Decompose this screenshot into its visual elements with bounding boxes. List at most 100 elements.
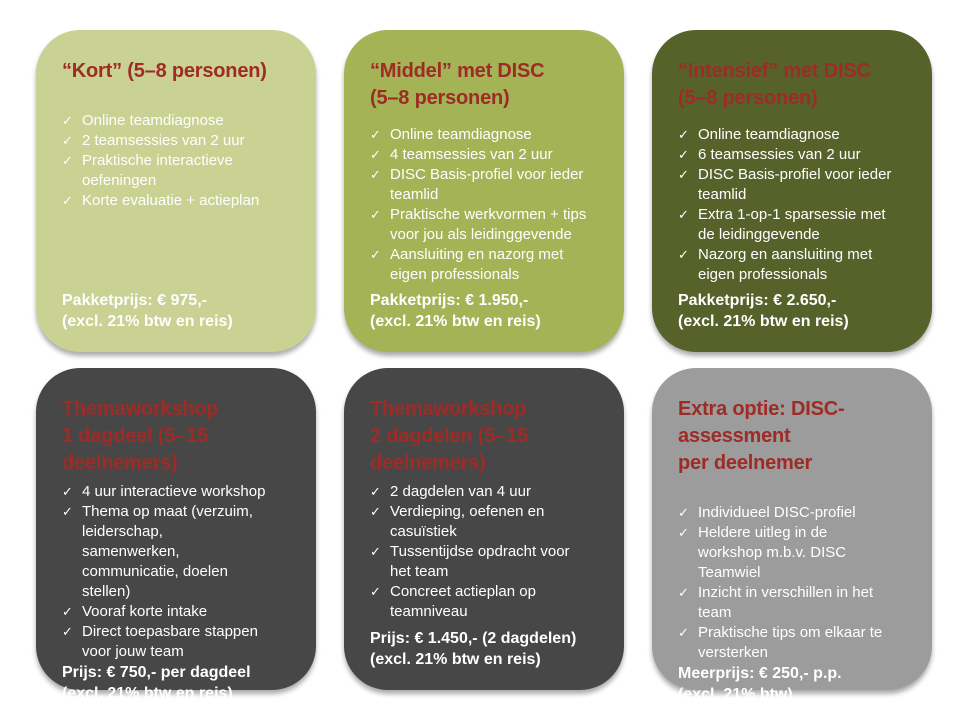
card-price: Prijs: € 750,- per dagdeel (excl. 21% bt… — [62, 664, 251, 702]
checklist-item-text: Heldere uitleg in de workshop m.b.v. DIS… — [698, 524, 847, 581]
checklist-item: ✓ 4 uur interactieve workshop — [62, 482, 304, 502]
card-title: “Intensief” met DISC (5–8 personen) — [678, 60, 871, 109]
card-price: Pakketprijs: € 1.950,- (excl. 21% btw en… — [370, 292, 541, 330]
checklist-item: ✓ Vooraf korte intake — [62, 602, 304, 622]
check-icon: ✓ — [370, 544, 381, 559]
checklist-item-text: Inzicht in verschillen in het team — [698, 584, 874, 621]
checklist-item: ✓ Nazorg en aansluiting met eigen profess… — [678, 245, 920, 285]
card-price: Prijs: € 1.450,- (2 dagdelen) (excl. 21%… — [370, 630, 577, 668]
check-icon: ✓ — [62, 113, 73, 128]
card-title: Extra optie: DISC- assessment per deelne… — [678, 398, 845, 474]
checklist-item: ✓ Inzicht in verschillen in het team — [678, 583, 920, 623]
checklist-item-text: DISC Basis-profiel voor ieder teamlid — [698, 166, 892, 203]
card-title: “Kort” (5–8 personen) — [62, 60, 267, 82]
benefits-list: ✓ Individueel DISC-profiel ✓ Heldere uitleg… — [678, 503, 920, 663]
benefits-list: ✓ Online teamdiagnose ✓ 4 teamsessies van 2… — [370, 125, 612, 285]
check-icon: ✓ — [62, 504, 73, 519]
check-icon: ✓ — [678, 167, 689, 182]
checklist-item: ✓ DISC Basis-profiel voor ieder teamlid — [370, 165, 612, 205]
check-icon: ✓ — [370, 207, 381, 222]
checklist-item-text: Tussentijdse opdracht voor het team — [390, 543, 570, 580]
checklist-item-text: Verdieping, oefenen en casuïstiek — [390, 503, 545, 540]
checklist-item-text: Individueel DISC-profiel — [698, 504, 856, 521]
card-title: Themaworkshop 2 dagdelen (5–15 deelnemer… — [370, 398, 528, 474]
checklist-item-text: 6 teamsessies van 2 uur — [698, 146, 861, 163]
check-icon: ✓ — [370, 584, 381, 599]
check-icon: ✓ — [370, 504, 381, 519]
checklist-item-text: Vooraf korte intake — [82, 603, 208, 620]
checklist-item: ✓ Online teamdiagnose — [678, 125, 920, 145]
workshop-card-1-dagdeel: Themaworkshop 1 dagdeel (5–15 deelnemers… — [36, 368, 316, 702]
card-price: Pakketprijs: € 2.650,- (excl. 21% btw en… — [678, 292, 849, 330]
check-icon: ✓ — [62, 624, 73, 639]
check-icon: ✓ — [62, 193, 73, 208]
checklist-item-text: Online teamdiagnose — [82, 112, 224, 129]
benefits-list: ✓ Online teamdiagnose ✓ 6 teamsessies van 2… — [678, 125, 920, 285]
checklist-item: ✓ Extra 1-op-1 sparsessie met de leidingg… — [678, 205, 920, 245]
checklist-item-text: Praktische werkvormen + tips voor jou al… — [390, 206, 587, 243]
checklist-item-text: Praktische tips om elkaar te versterken — [698, 624, 883, 661]
check-icon: ✓ — [370, 147, 381, 162]
checklist-item: ✓ Online teamdiagnose — [62, 111, 304, 131]
checklist-item-text: Aansluiting en nazorg met eigen professi… — [390, 246, 564, 283]
checklist-item: ✓ Praktische interactieve oefeningen — [62, 151, 304, 191]
checklist-item: ✓ Heldere uitleg in de workshop m.b.v. DI… — [678, 523, 920, 583]
check-icon: ✓ — [678, 247, 689, 262]
checklist-item: ✓ DISC Basis-profiel voor ieder teamlid — [678, 165, 920, 205]
checklist-item-text: Extra 1-op-1 sparsessie met de leidingge… — [698, 206, 886, 243]
check-icon: ✓ — [678, 147, 689, 162]
check-icon: ✓ — [678, 127, 689, 142]
checklist-item-text: Direct toepasbare stappen voor jouw team — [82, 623, 258, 660]
checklist-item-text: 4 uur interactieve workshop — [82, 483, 266, 500]
checklist-item: ✓ 2 dagdelen van 4 uur — [370, 482, 612, 502]
package-card-intensief: “Intensief” met DISC (5–8 personen) ✓ Onl… — [652, 30, 932, 352]
card-price: Pakketprijs: € 975,- (excl. 21% btw en r… — [62, 292, 233, 330]
checklist-item: ✓ Concreet actieplan op teamniveau — [370, 582, 612, 622]
benefits-list: ✓ 4 uur interactieve workshop ✓ Thema op ma… — [62, 482, 304, 662]
checklist-item-text: Praktische interactieve oefeningen — [82, 152, 233, 189]
checklist-item: ✓ Praktische werkvormen + tips voor jou a… — [370, 205, 612, 245]
check-icon: ✓ — [678, 585, 689, 600]
checklist-item-text: Online teamdiagnose — [698, 126, 840, 143]
check-icon: ✓ — [678, 525, 689, 540]
card-title: “Middel” met DISC (5–8 personen) — [370, 60, 545, 109]
checklist-item: ✓ 4 teamsessies van 2 uur — [370, 145, 612, 165]
check-icon: ✓ — [678, 505, 689, 520]
check-icon: ✓ — [62, 153, 73, 168]
package-card-middel: “Middel” met DISC (5–8 personen) ✓ Online… — [344, 30, 624, 352]
checklist-item: ✓ Online teamdiagnose — [370, 125, 612, 145]
workshop-card-2-dagdelen: Themaworkshop 2 dagdelen (5–15 deelnemer… — [344, 368, 624, 690]
checklist-item-text: 4 teamsessies van 2 uur — [390, 146, 553, 163]
check-icon: ✓ — [62, 484, 73, 499]
check-icon: ✓ — [370, 484, 381, 499]
benefits-list: ✓ 2 dagdelen van 4 uur ✓ Verdieping, oefene… — [370, 482, 612, 622]
checklist-item-text: Nazorg en aansluiting met eigen professi… — [698, 246, 873, 283]
check-icon: ✓ — [62, 133, 73, 148]
checklist-item-text: 2 teamsessies van 2 uur — [82, 132, 245, 149]
checklist-item: ✓ Korte evaluatie + actieplan — [62, 191, 304, 211]
checklist-item: ✓ Thema op maat (verzuim, leiderschap, sa… — [62, 502, 304, 602]
check-icon: ✓ — [62, 604, 73, 619]
check-icon: ✓ — [678, 207, 689, 222]
checklist-item: ✓ Direct toepasbare stappen voor jouw tea… — [62, 622, 304, 662]
card-title: Themaworkshop 1 dagdeel (5–15 deelnemers… — [62, 398, 219, 474]
checklist-item-text: Concreet actieplan op teamniveau — [390, 583, 536, 620]
checklist-item-text: 2 dagdelen van 4 uur — [390, 483, 531, 500]
checklist-item: ✓ Tussentijdse opdracht voor het team — [370, 542, 612, 582]
checklist-item: ✓ 6 teamsessies van 2 uur — [678, 145, 920, 165]
checklist-item: ✓ Individueel DISC-profiel — [678, 503, 920, 523]
checklist-item: ✓ 2 teamsessies van 2 uur — [62, 131, 304, 151]
package-card-kort: “Kort” (5–8 personen) ✓ Online teamdiagno… — [36, 30, 316, 352]
check-icon: ✓ — [370, 127, 381, 142]
benefits-list: ✓ Online teamdiagnose ✓ 2 teamsessies van 2… — [62, 111, 304, 211]
checklist-item: ✓ Verdieping, oefenen en casuïstiek — [370, 502, 612, 542]
card-price: Meerprijs: € 250,- p.p. (excl. 21% btw) — [678, 665, 842, 703]
check-icon: ✓ — [370, 167, 381, 182]
checklist-item-text: Thema op maat (verzuim, leiderschap, sam… — [82, 503, 253, 600]
check-icon: ✓ — [678, 625, 689, 640]
check-icon: ✓ — [370, 247, 381, 262]
checklist-item: ✓ Aansluiting en nazorg met eigen profess… — [370, 245, 612, 285]
checklist-item-text: Online teamdiagnose — [390, 126, 532, 143]
checklist-item: ✓ Praktische tips om elkaar te versterken — [678, 623, 920, 663]
